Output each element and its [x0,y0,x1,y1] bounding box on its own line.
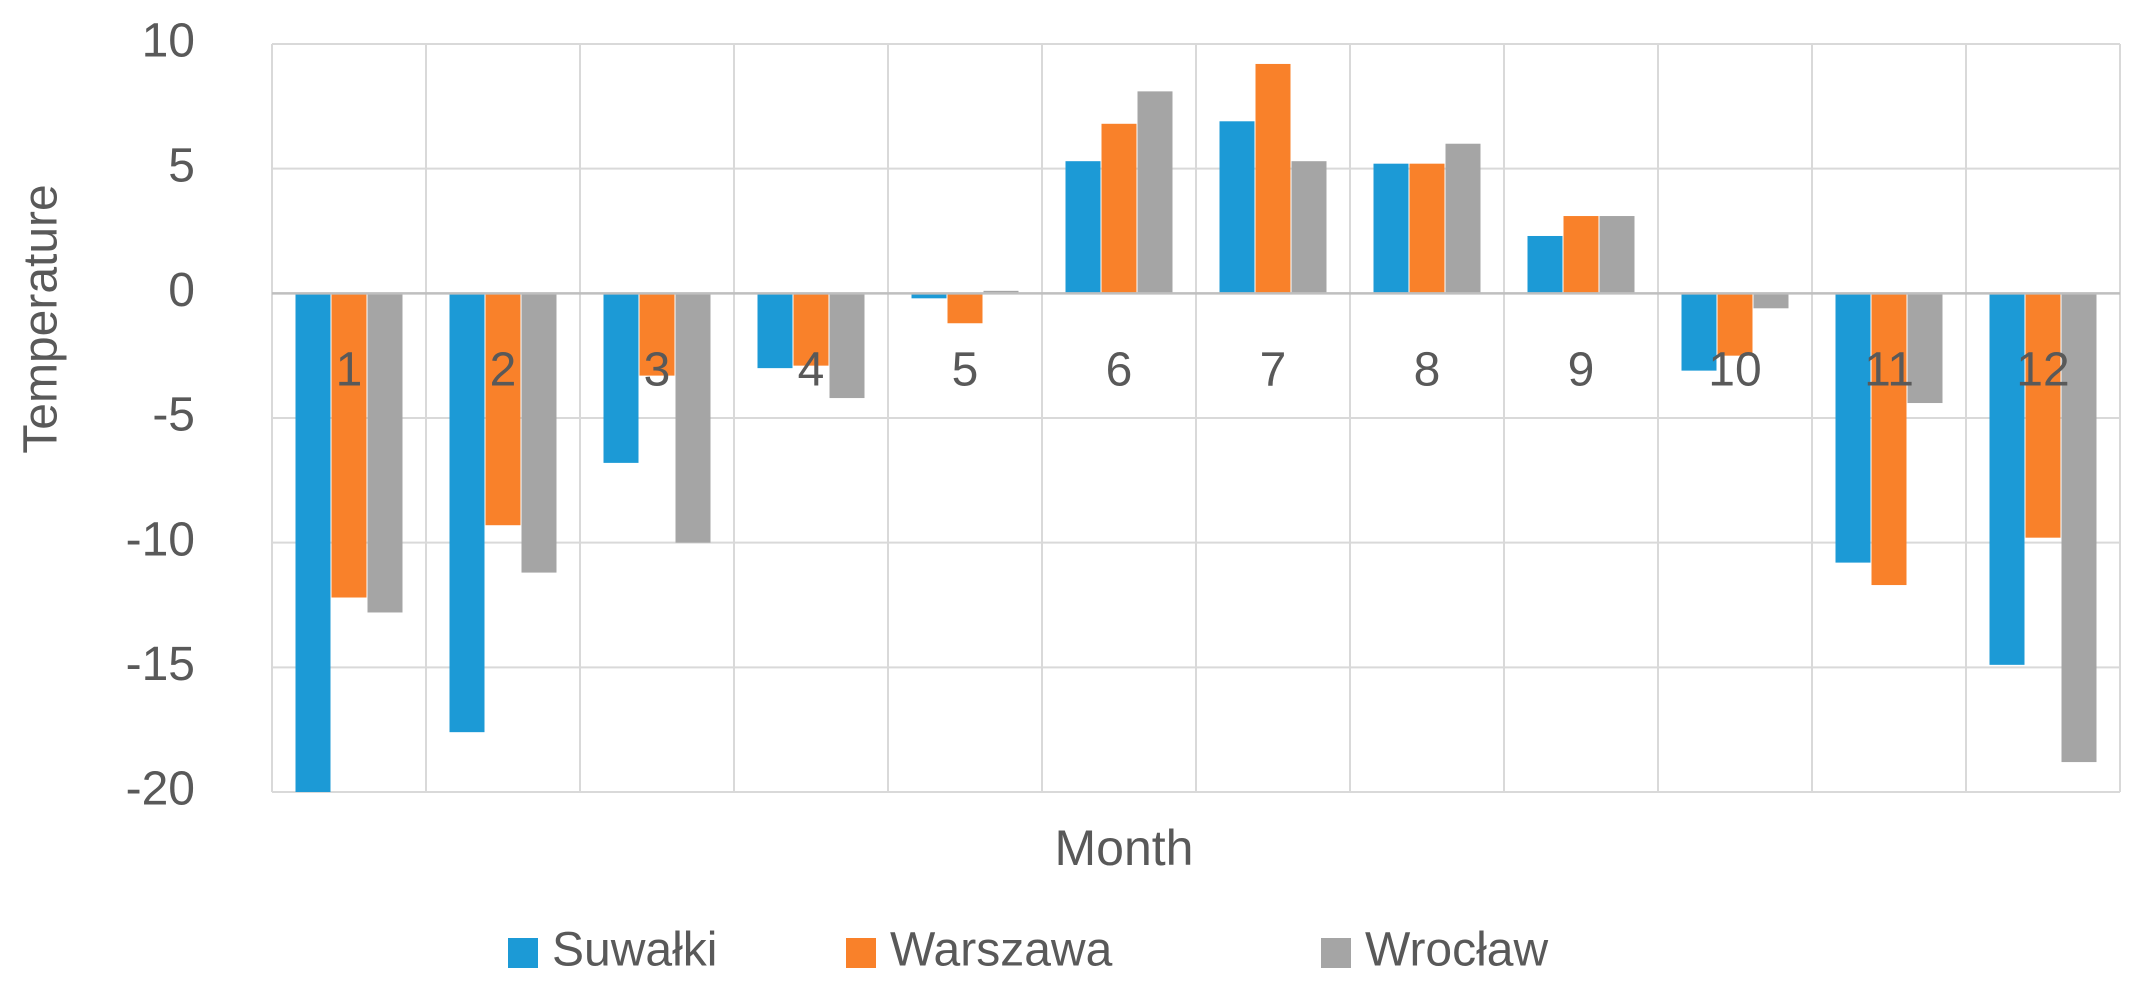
y-tick-label: 0 [168,264,195,317]
bar-2-4 [793,293,829,366]
y-axis-label: Temperature [15,184,68,453]
y-tick-label: 10 [142,15,195,68]
x-axis-label: Month [1055,820,1194,876]
legend-item: Warszawa [846,924,1113,977]
y-tick-label: -20 [126,763,195,816]
bar-3-10 [1753,293,1789,309]
category-label: 3 [644,343,671,396]
legend-item: Wrocław [1321,924,1548,977]
bar-2-7 [1255,63,1291,294]
bar-2-1 [331,293,367,598]
bar-1-6 [1065,161,1101,294]
bar-2-5 [947,293,983,324]
bar-3-3 [675,293,711,543]
y-tick-label: -5 [152,389,195,442]
bar-1-3 [603,293,639,463]
bar-1-9 [1527,235,1563,294]
category-label: 10 [1708,343,1761,396]
bar-3-1 [367,293,403,613]
bar-2-6 [1101,123,1137,294]
category-labels: 1 2 3 4 5 6 7 8 9 10 11 12 [336,343,2070,396]
legend-label: Wrocław [1365,924,1548,977]
bar-2-10 [1717,293,1753,356]
bar-1-4 [757,293,793,369]
bar-3-12 [2061,293,2097,763]
category-label: 8 [1414,343,1441,396]
bar-1-1 [295,293,331,792]
category-label: 1 [336,343,363,396]
bar-3-6 [1137,91,1173,294]
grid-lines [271,43,2121,793]
bar-1-5 [911,293,947,299]
bar-3-7 [1291,161,1327,294]
y-tick-label: -10 [126,513,195,566]
bar-3-4 [829,293,865,399]
bar-2-2 [485,293,521,526]
bar-1-7 [1219,121,1255,294]
bar-1-12 [1989,293,2025,665]
bar-3-11 [1907,293,1943,404]
bar-2-12 [2025,293,2061,538]
legend-label: Suwałki [552,924,717,977]
bar-1-10 [1681,293,1717,371]
category-label: 12 [2016,343,2069,396]
y-tick-label: 5 [168,139,195,192]
category-label: 11 [1864,343,1914,396]
bar-2-9 [1563,216,1599,294]
category-label: 7 [1260,343,1287,396]
y-tick-label: -15 [126,638,195,691]
y-tick-labels: 10 5 0 -5 -10 -15 -20 [126,15,195,816]
bar-1-11 [1835,293,1871,563]
bar-3-2 [521,293,557,573]
category-label: 9 [1568,343,1595,396]
bar-1-2 [449,293,485,733]
bars [295,63,2097,792]
category-label: 5 [952,343,979,396]
category-label: 2 [490,343,517,396]
legend-swatch [508,938,538,968]
legend-swatch [846,938,876,968]
legend-label: Warszawa [890,924,1113,977]
bar-1-8 [1373,163,1409,294]
bar-3-9 [1599,216,1635,294]
legend: Suwałki Warszawa Wrocław [508,924,1548,977]
category-label: 6 [1106,343,1133,396]
category-label: 4 [798,343,825,396]
legend-item: Suwałki [508,924,717,977]
legend-swatch [1321,938,1351,968]
bar-3-8 [1445,143,1481,294]
bar-2-11 [1871,293,1907,586]
bar-2-3 [639,293,675,376]
bar-2-8 [1409,163,1445,294]
